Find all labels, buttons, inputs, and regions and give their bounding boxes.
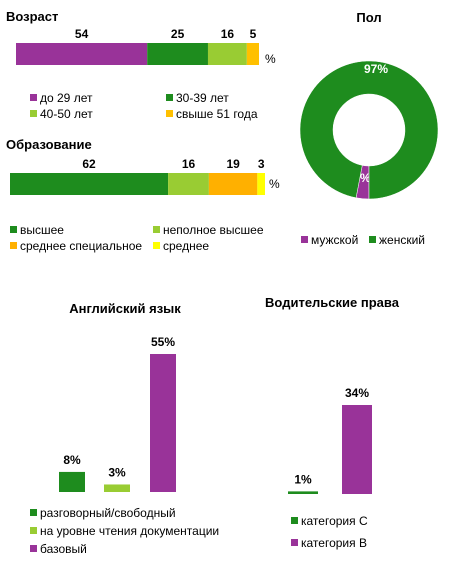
gender-slice-label: 97% <box>364 62 388 76</box>
education-legend-item: высшее <box>20 223 64 237</box>
license-value-label: 34% <box>345 386 369 400</box>
english-bar <box>150 354 176 492</box>
english-legend-item-swatch <box>30 527 37 534</box>
education-bar-segment <box>257 173 265 195</box>
age-value-label: 16 <box>221 27 235 41</box>
age-value-label: 54 <box>75 27 89 41</box>
english-bar <box>104 484 130 492</box>
license-legend-item: категория B <box>301 536 367 550</box>
age-legend-item-swatch <box>30 94 37 101</box>
age-legend-item: 30-39 лет <box>176 91 229 105</box>
english-value-label: 8% <box>63 453 81 467</box>
education-legend-item-swatch <box>10 226 17 233</box>
gender-legend-item-swatch <box>301 236 308 243</box>
english-value-label: 55% <box>151 335 175 349</box>
license-legend-item: категория C <box>301 514 368 528</box>
age-bar-segment <box>246 43 259 65</box>
age-legend-item: до 29 лет <box>40 91 93 105</box>
education-legend-item-swatch <box>10 242 17 249</box>
license-value-label: 1% <box>294 472 312 486</box>
license-legend-item-swatch <box>291 517 298 524</box>
education-value-label: 19 <box>226 157 240 171</box>
english-chart-title: Английский язык <box>69 301 181 316</box>
age-value-label: 5 <box>250 27 257 41</box>
age-legend-item: 40-50 лет <box>40 107 93 121</box>
english-value-label: 3% <box>108 465 126 479</box>
age-legend-item-swatch <box>166 94 173 101</box>
english-legend-item-swatch <box>30 509 37 516</box>
english-bar <box>59 471 85 492</box>
age-unit-label: % <box>265 52 276 66</box>
age-value-label: 25 <box>171 27 185 41</box>
education-unit-label: % <box>269 177 280 191</box>
education-legend-item: неполное высшее <box>163 223 264 237</box>
gender-chart-title: Пол <box>356 10 381 25</box>
age-bar-segment <box>207 43 247 65</box>
license-bar <box>342 405 372 494</box>
english-legend-item: базовый <box>40 542 87 556</box>
education-bar-segment <box>168 173 209 195</box>
license-legend-item-swatch <box>291 539 298 546</box>
gender-legend-item: мужской <box>311 233 358 247</box>
gender-legend-item-swatch <box>369 236 376 243</box>
gender-donut-slice <box>299 60 439 200</box>
age-bar-segment <box>16 43 148 65</box>
gender-legend-item: женский <box>379 233 425 247</box>
license-bar <box>288 491 318 494</box>
english-legend-item: разговорный/свободный <box>40 506 176 520</box>
age-legend-item: свыше 51 года <box>176 107 258 121</box>
education-bar-segment <box>10 173 169 195</box>
education-chart-title: Образование <box>6 137 92 152</box>
education-value-label: 16 <box>182 157 196 171</box>
education-bar-segment <box>208 173 258 195</box>
age-bar-segment <box>147 43 208 65</box>
education-legend-item-swatch <box>153 226 160 233</box>
english-legend-item-swatch <box>30 545 37 552</box>
education-legend-item: среднее <box>163 239 209 253</box>
age-legend-item-swatch <box>30 110 37 117</box>
age-legend-item-swatch <box>166 110 173 117</box>
education-value-label: 3 <box>258 157 265 171</box>
education-legend-item: среднее специальное <box>20 239 142 253</box>
education-value-label: 62 <box>82 157 96 171</box>
age-chart-title: Возраст <box>6 9 58 24</box>
education-legend-item-swatch <box>153 242 160 249</box>
license-chart-title: Водительские права <box>265 295 400 310</box>
english-legend-item: на уровне чтения документации <box>40 524 219 538</box>
